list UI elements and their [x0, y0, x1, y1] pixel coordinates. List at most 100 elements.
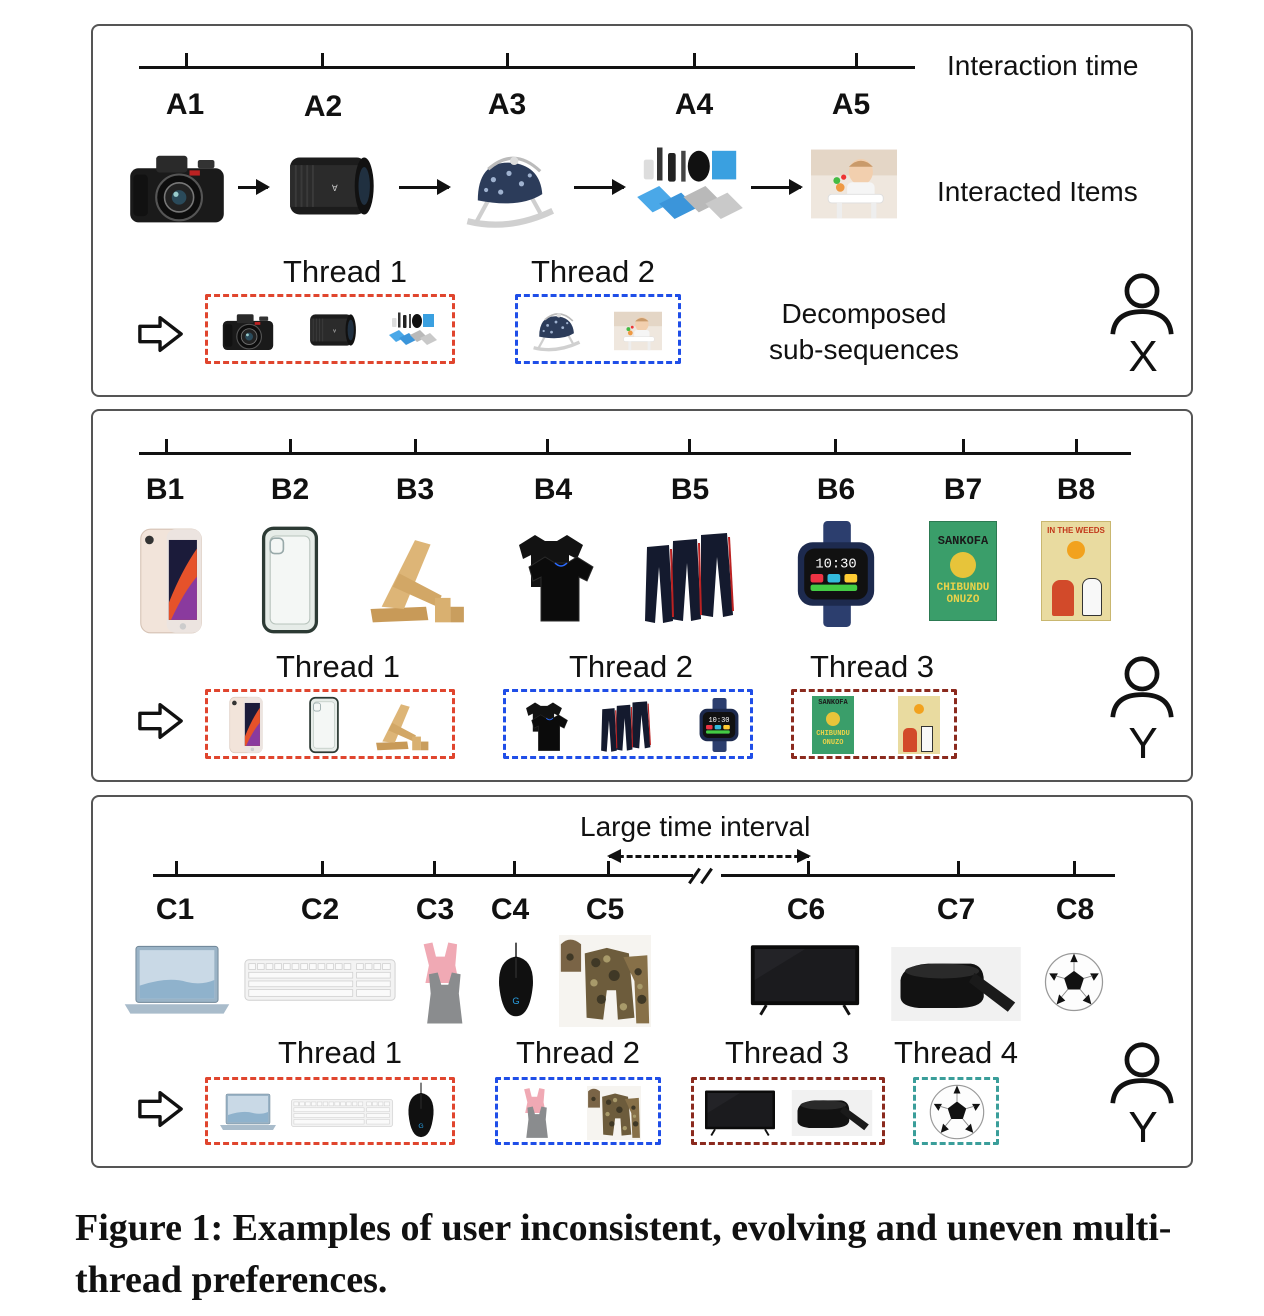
book-weeds-title: IN THE WEEDS [1047, 526, 1105, 535]
hollow-arrow-icon [137, 314, 185, 354]
user-x-letter: X [1128, 332, 1158, 381]
tick-a3 [506, 53, 509, 67]
thread2-camo-thumb [586, 1086, 642, 1140]
thread1-lens-thumb [306, 309, 358, 351]
thread2-tank-thumb [518, 1086, 554, 1140]
tick-c1 [175, 861, 178, 875]
thread4-ball-thumb [928, 1083, 986, 1141]
thread-3-label: Thread 3 [809, 649, 935, 684]
tick-b7 [962, 439, 965, 453]
label-a4: A4 [674, 88, 714, 121]
tick-a5 [855, 53, 858, 67]
thread-1-label: Thread 1 [277, 1035, 403, 1070]
tick-b6 [834, 439, 837, 453]
thread-3-box: SANKOFA CHIBUNDU ONUZO [791, 689, 957, 759]
thread-1-box [205, 294, 455, 364]
decomposed-line-2: sub-sequences [769, 334, 959, 365]
tv-item [747, 941, 863, 1019]
tick-c2 [321, 861, 324, 875]
thread2-pants-thumb [598, 698, 658, 754]
label-c8: C8 [1055, 893, 1095, 926]
label-b5: B5 [670, 473, 710, 506]
thread1-phone-thumb [222, 696, 270, 754]
book-weeds-item: IN THE WEEDS [1041, 521, 1111, 621]
tick-c7 [957, 861, 960, 875]
label-c3: C3 [415, 893, 455, 926]
thread1-laptop-thumb [218, 1090, 278, 1134]
thread1-camera-thumb [220, 307, 276, 355]
interval-arrow [609, 855, 809, 858]
decomposed-label: Decomposed sub-sequences [769, 296, 959, 368]
tick-c3 [433, 861, 436, 875]
decomposed-line-1: Decomposed [781, 298, 947, 329]
camo-suit-item [557, 935, 653, 1027]
arrow-a3-a4 [574, 179, 626, 195]
thread2-watch-thumb [692, 698, 746, 752]
interacted-items-label: Interacted Items [937, 176, 1138, 207]
label-a5: A5 [831, 88, 871, 121]
timeline-b [139, 452, 1131, 455]
bouncer-item [457, 138, 561, 242]
thread3-sankofa-author1: CHIBUNDU [816, 730, 850, 738]
keyboard-item [243, 955, 397, 1005]
thread-2-box [495, 1077, 661, 1145]
mouse-item [493, 935, 539, 1027]
thread2-tshirt-thumb [516, 698, 572, 754]
label-c1: C1 [155, 893, 195, 926]
book-sankofa-author2: ONUZO [946, 594, 980, 606]
thread3-tvbox-thumb [790, 1090, 874, 1136]
thread-1-box [205, 689, 455, 759]
pants-item [639, 527, 747, 627]
label-b7: B7 [943, 473, 983, 506]
label-b8: B8 [1056, 473, 1096, 506]
book-sankofa-author1: CHIBUNDU [936, 582, 990, 594]
timeline-c-left [153, 874, 693, 877]
thread3-weeds-thumb [898, 696, 940, 754]
book-weeds-figure2 [1082, 578, 1102, 616]
tick-c8 [1073, 861, 1076, 875]
phone-item [125, 527, 217, 635]
thread-4-label: Thread 4 [893, 1035, 1019, 1070]
book-sankofa-title: SANKOFA [937, 534, 989, 548]
panel-c: Large time interval C1 C2 C3 C4 C5 C6 C7… [91, 795, 1193, 1168]
book-weeds-figure1 [1052, 580, 1074, 616]
label-b1: B1 [145, 473, 185, 506]
tick-b8 [1075, 439, 1078, 453]
thread2-highchair-thumb [614, 307, 662, 355]
user-x-icon [1107, 272, 1177, 338]
phone-stand-item [357, 529, 473, 629]
label-c7: C7 [936, 893, 976, 926]
book-sankofa-flower [950, 552, 976, 578]
tv-box-item [891, 947, 1021, 1021]
label-a3: A3 [487, 88, 527, 121]
thread-1-label: Thread 1 [282, 254, 408, 289]
thread3-weeds-figure2 [921, 726, 933, 752]
thread3-weeds-figure1 [903, 728, 917, 752]
user-y-letter: Y [1128, 1103, 1158, 1152]
label-a2: A2 [303, 90, 343, 123]
label-b3: B3 [395, 473, 435, 506]
tick-c5 [607, 861, 610, 875]
cleaning-kit-item [635, 136, 745, 236]
tick-b2 [289, 439, 292, 453]
soccer-ball-item [1043, 951, 1105, 1013]
label-c2: C2 [300, 893, 340, 926]
thread1-stand-thumb [368, 698, 434, 754]
tick-a2 [321, 53, 324, 67]
thread-1-label: Thread 1 [275, 649, 401, 684]
thread2-bouncer-thumb [528, 303, 584, 359]
user-y-icon [1107, 655, 1177, 721]
label-a1: A1 [165, 88, 205, 121]
tick-b3 [414, 439, 417, 453]
tank-top-item [415, 939, 471, 1027]
thread3-weeds-sun [914, 704, 924, 714]
thread3-sankofa-thumb: SANKOFA CHIBUNDU ONUZO [812, 696, 854, 754]
large-interval-label: Large time interval [580, 811, 811, 842]
thread1-mouse-thumb [404, 1080, 438, 1142]
thread1-cleaning-thumb [388, 307, 438, 353]
thread3-sankofa-author2: ONUZO [822, 739, 844, 747]
thread3-tv-thumb [702, 1088, 778, 1138]
label-c5: C5 [585, 893, 625, 926]
thread1-keyboard-thumb [290, 1096, 394, 1130]
lens-item [278, 148, 382, 224]
